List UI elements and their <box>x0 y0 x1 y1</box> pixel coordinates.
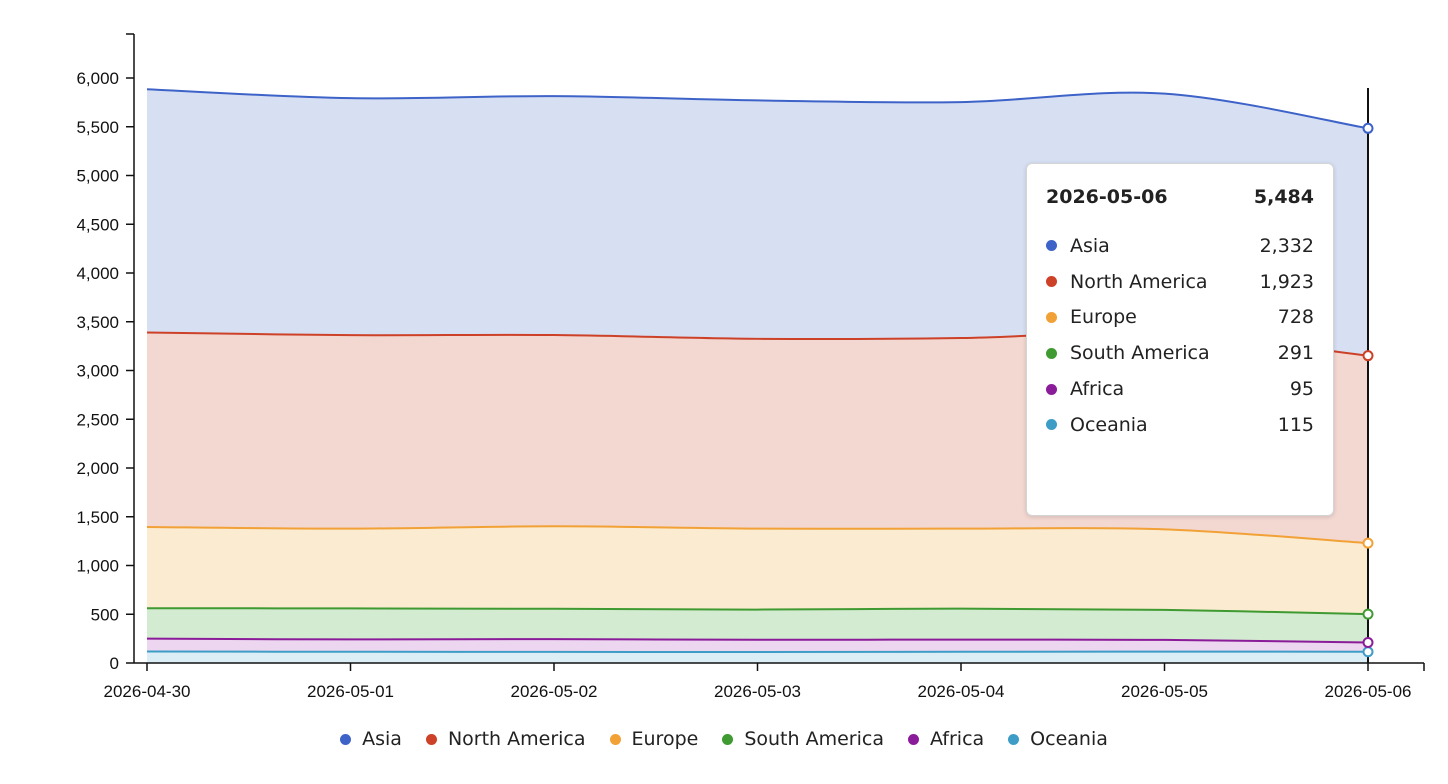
y-tick-label: 3,500 <box>76 313 119 332</box>
legend-dot <box>609 733 621 745</box>
x-tick-label: 2026-04-30 <box>104 682 191 701</box>
legend-item-europe[interactable]: Europe <box>609 728 699 750</box>
legend-label: Oceania <box>1030 728 1108 750</box>
tooltip-row-asia: Asia 2,332 <box>1046 222 1314 270</box>
legend-label: North America <box>447 728 586 750</box>
legend-label: South America <box>744 728 884 750</box>
y-tick-label: 5,000 <box>76 167 119 186</box>
hover-markers <box>1362 88 1374 663</box>
tooltip-series-value: 2,332 <box>1259 234 1314 257</box>
legend-item-south-america[interactable]: South America <box>722 728 884 750</box>
legend-label: Africa <box>929 728 985 750</box>
area-africa <box>147 638 1368 652</box>
y-tick-label: 1,500 <box>76 508 119 527</box>
tooltip-row-south-america: South America 291 <box>1046 329 1314 377</box>
tooltip-dot <box>1046 276 1057 288</box>
tooltip-series-value: 1,923 <box>1259 270 1314 293</box>
tooltip-series-name: Asia <box>1070 234 1110 257</box>
tooltip-row-europe: Europe 728 <box>1046 294 1314 342</box>
tooltip: 2026-05-06 5,484 Asia 2,332 North America 1… <box>1026 163 1334 516</box>
legend-item-north-america[interactable]: North America <box>425 728 586 750</box>
hover-point-africa <box>1362 637 1374 649</box>
area-europe <box>147 526 1368 615</box>
hover-point-north-america <box>1362 350 1374 362</box>
tooltip-dot <box>1046 347 1057 359</box>
legend-dot <box>1008 733 1020 745</box>
hover-point-europe <box>1362 537 1374 549</box>
tooltip-dot <box>1046 383 1057 395</box>
y-tick-label: 4,000 <box>76 264 119 283</box>
tooltip-dot <box>1046 240 1057 252</box>
y-tick-label: 2,500 <box>76 410 119 429</box>
legend: Asia North America Europe South America Afri… <box>0 728 1448 750</box>
tooltip-date: 2026-05-06 <box>1046 186 1168 208</box>
tooltip-row-north-america: North America 1,923 <box>1046 258 1314 306</box>
legend-label: Asia <box>362 728 402 750</box>
area-oceania <box>147 651 1368 663</box>
line-africa <box>146 637 1369 644</box>
x-tick-label: 2026-05-06 <box>1325 682 1412 701</box>
area-south-america <box>147 608 1368 643</box>
axes: 0 500 1,000 1,500 2,000 2,500 3,000 3,500 4,000 4… <box>76 33 1425 701</box>
y-tick-label: 6,000 <box>76 69 119 88</box>
tooltip-dot <box>1046 419 1057 431</box>
y-tick-label: 1,000 <box>76 557 119 576</box>
legend-item-oceania[interactable]: Oceania <box>1008 728 1108 750</box>
legend-label: Europe <box>631 728 699 750</box>
hover-point-asia <box>1362 122 1374 134</box>
y-tick-label: 0 <box>110 654 119 673</box>
tooltip-series-name: Oceania <box>1070 413 1148 436</box>
x-tick-label: 2026-05-04 <box>918 682 1005 701</box>
hover-point-oceania <box>1362 646 1374 658</box>
line-south-america <box>146 607 1369 616</box>
legend-item-asia[interactable]: Asia <box>340 728 402 750</box>
tooltip-series-name: Europe <box>1070 306 1137 329</box>
legend-dot <box>722 733 734 745</box>
y-tick-label: 5,500 <box>76 118 119 137</box>
tooltip-series-value: 728 <box>1277 306 1314 329</box>
x-tick-label: 2026-05-02 <box>511 682 598 701</box>
x-tick-label: 2026-05-01 <box>307 682 394 701</box>
tooltip-series-name: Africa <box>1070 378 1125 401</box>
tooltip-series-value: 95 <box>1289 378 1314 401</box>
x-tick-label: 2026-05-03 <box>714 682 801 701</box>
tooltip-row-africa: Africa 95 <box>1046 365 1314 413</box>
y-tick-label: 2,000 <box>76 459 119 478</box>
legend-dot <box>340 733 352 745</box>
legend-item-africa[interactable]: Africa <box>907 728 985 750</box>
tooltip-row-oceania: Oceania 115 <box>1046 401 1314 449</box>
legend-dot <box>425 733 437 745</box>
y-tick-label: 4,500 <box>76 215 119 234</box>
x-tick-label: 2026-05-05 <box>1121 682 1208 701</box>
line-asia <box>146 88 1369 130</box>
tooltip-header: 2026-05-06 5,484 <box>1046 186 1314 208</box>
tooltip-series-name: North America <box>1070 270 1208 293</box>
line-europe <box>146 525 1369 545</box>
tooltip-series-value: 291 <box>1277 342 1314 365</box>
hover-point-south-america <box>1362 608 1374 620</box>
tooltip-total: 5,484 <box>1253 186 1314 208</box>
legend-dot <box>907 733 919 745</box>
tooltip-series-value: 115 <box>1277 413 1314 436</box>
y-tick-label: 3,000 <box>76 362 119 381</box>
tooltip-rows: Asia 2,332 North America 1,923 Europe 728 Sout… <box>1046 234 1314 449</box>
y-tick-label: 500 <box>91 605 119 624</box>
tooltip-dot <box>1046 311 1057 323</box>
tooltip-series-name: South America <box>1070 342 1210 365</box>
